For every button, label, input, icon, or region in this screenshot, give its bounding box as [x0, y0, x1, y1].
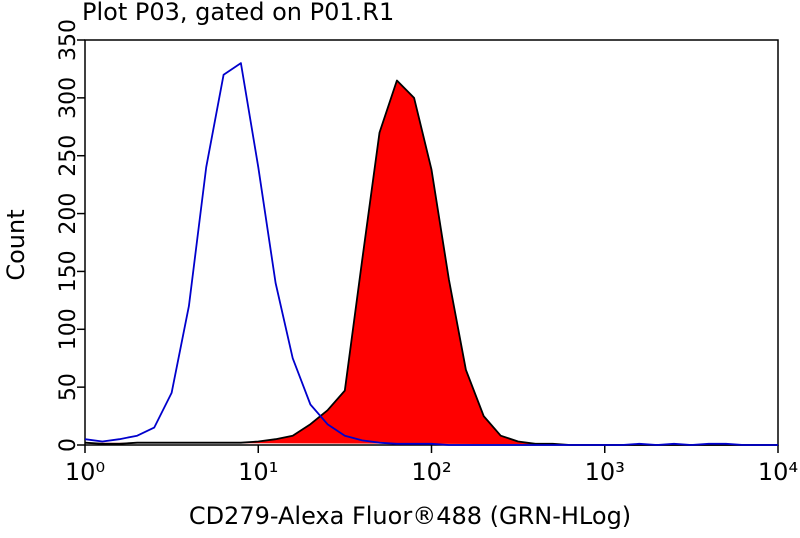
y-tick-label: 0 [56, 438, 81, 452]
y-tick-label: 50 [56, 373, 81, 401]
x-tick-label: 10⁴ [758, 458, 798, 486]
chart-title: Plot P03, gated on P01.R1 [82, 0, 394, 26]
y-tick-label: 200 [56, 193, 81, 235]
y-tick-label: 150 [56, 250, 81, 292]
y-tick-label: 100 [56, 308, 81, 350]
y-tick-label: 250 [56, 135, 81, 177]
x-tick-label: 10² [411, 458, 451, 486]
x-tick-label: 10³ [585, 458, 625, 486]
y-axis-label: Count [2, 209, 30, 280]
x-tick-label: 10⁰ [65, 458, 105, 486]
y-tick-label: 350 [56, 19, 81, 61]
filled-histogram [84, 79, 778, 446]
histogram-line [84, 62, 778, 446]
y-tick-label: 300 [56, 77, 81, 119]
x-tick-label: 10¹ [238, 458, 278, 486]
x-axis-label: CD279-Alexa Fluor®488 (GRN-HLog) [189, 502, 631, 530]
